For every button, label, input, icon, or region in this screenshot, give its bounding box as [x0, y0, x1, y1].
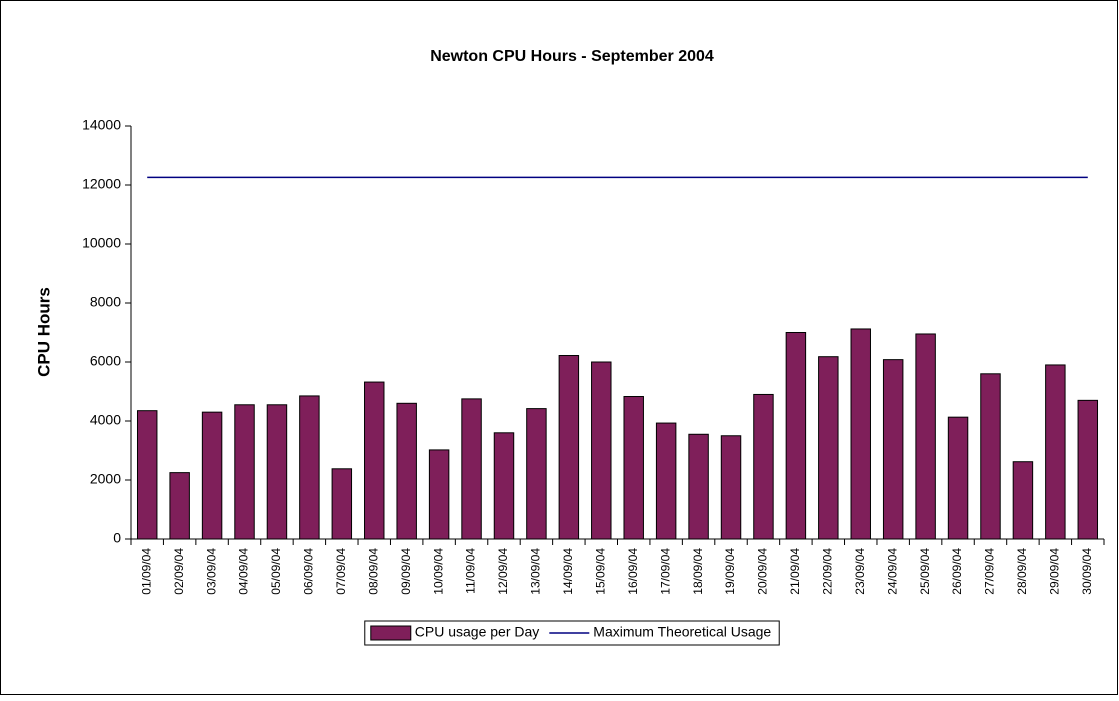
bar [591, 361, 612, 540]
x-tick-label: 07/09/04 [334, 548, 348, 595]
x-tick-label: 29/09/04 [1048, 548, 1062, 595]
x-tick-label: 06/09/04 [302, 548, 316, 595]
bar [136, 410, 158, 540]
x-tick-label: 17/09/04 [658, 548, 672, 595]
y-tick-label: 12000 [82, 176, 121, 192]
x-tick-label: 15/09/04 [593, 548, 607, 595]
x-tick-label: 24/09/04 [885, 548, 899, 595]
bar [1077, 399, 1099, 540]
x-tick-label: 28/09/04 [1015, 548, 1029, 595]
bar [753, 393, 774, 540]
legend: CPU usage per Day Maximum Theoretical Usa… [364, 620, 780, 646]
bar [882, 359, 904, 540]
x-tick-label: 08/09/04 [366, 548, 380, 595]
bar [785, 332, 807, 540]
y-tick-label: 0 [113, 530, 121, 546]
y-tick-label: 8000 [90, 294, 121, 310]
y-axis-label: CPU Hours [34, 287, 53, 377]
bar [623, 396, 644, 540]
x-tick-label: 26/09/04 [950, 548, 964, 595]
x-tick-label: 25/09/04 [918, 548, 932, 595]
bar [526, 408, 547, 540]
x-tick-label: 23/09/04 [853, 548, 867, 595]
y-tick-label: 6000 [90, 353, 121, 369]
bar [299, 395, 320, 540]
bar [980, 373, 1001, 540]
bar [396, 402, 417, 540]
y-tick-label: 10000 [82, 235, 121, 251]
bar [558, 355, 580, 540]
x-tick-label: 14/09/04 [561, 548, 575, 595]
x-tick-label: 04/09/04 [237, 548, 251, 595]
x-tick-label: 13/09/04 [529, 548, 543, 595]
bar [201, 411, 223, 540]
legend-swatch [370, 625, 412, 641]
bar [331, 468, 353, 540]
bar [655, 422, 677, 540]
x-tick-label: 30/09/04 [1080, 548, 1094, 595]
x-tick-label: 19/09/04 [723, 548, 737, 595]
x-tick-label: 09/09/04 [399, 548, 413, 595]
bar [234, 404, 255, 540]
bar [688, 433, 709, 540]
x-tick-label: 16/09/04 [626, 548, 640, 595]
bar [818, 356, 839, 540]
x-tick-label: 02/09/04 [172, 548, 186, 595]
x-tick-label: 05/09/04 [269, 548, 283, 595]
x-tick-label: 12/09/04 [496, 548, 510, 595]
legend-label: Maximum Theoretical Usage [593, 624, 771, 640]
legend-label: CPU usage per Day [415, 624, 540, 640]
y-tick-label: 14000 [82, 117, 121, 133]
bar [1045, 364, 1066, 540]
x-tick-label: 20/09/04 [756, 548, 770, 595]
x-tick-label: 22/09/04 [820, 548, 834, 595]
x-tick-label: 27/09/04 [983, 548, 997, 595]
y-tick-label: 4000 [90, 412, 121, 428]
x-tick-label: 03/09/04 [204, 548, 218, 595]
bar [720, 435, 742, 540]
bar [364, 381, 385, 540]
bar [493, 432, 515, 540]
x-tick-label: 01/09/04 [139, 548, 153, 595]
bar [850, 328, 871, 540]
bar [266, 404, 288, 540]
y-tick-label: 2000 [90, 471, 121, 487]
bar [461, 398, 482, 540]
chart-title: Newton CPU Hours - September 2004 [430, 48, 714, 65]
x-tick-label: 18/09/04 [691, 548, 705, 595]
x-tick-label: 21/09/04 [788, 548, 802, 595]
x-tick-label: 11/09/04 [464, 548, 478, 594]
bar [915, 333, 936, 540]
bar [1012, 461, 1034, 540]
x-tick-label: 10/09/04 [431, 548, 445, 595]
bar [169, 472, 190, 540]
bar [947, 416, 969, 540]
bar [428, 449, 450, 540]
